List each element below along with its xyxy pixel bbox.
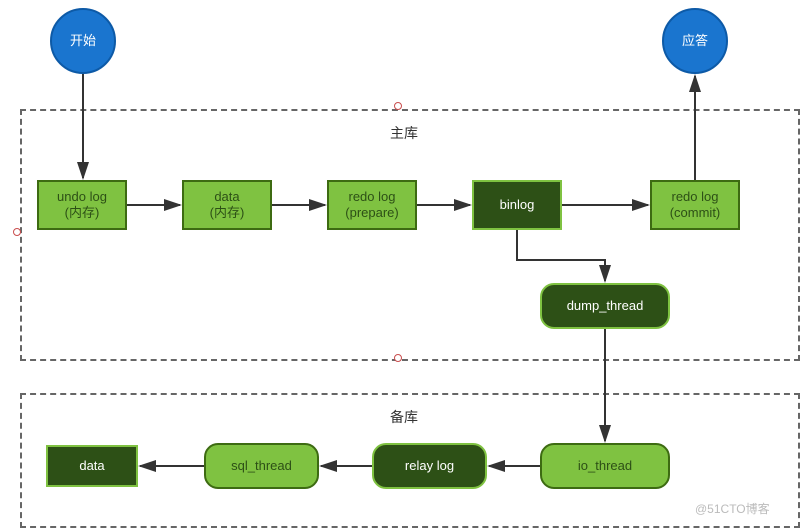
node-relay: relay log [372,443,487,489]
node-undo: undo log (内存) [37,180,127,230]
node-sql: sql_thread [204,443,319,489]
region-master [20,109,800,361]
node-data1: data (内存) [182,180,272,230]
diagram-canvas: 主库备库 开始 应答 undo log (内存) data (内存) redo log (… [0,0,806,529]
node-start: 开始 [50,8,116,74]
node-binlog: binlog [472,180,562,230]
node-dump: dump_thread [540,283,670,329]
region-label-master: 主库 [390,123,418,143]
node-ack: 应答 [662,8,728,74]
node-redo_prep: redo log (prepare) [327,180,417,230]
watermark: @51CTO博客 [695,500,770,517]
node-io: io_thread [540,443,670,489]
port-2 [13,228,21,236]
node-redo_commit: redo log (commit) [650,180,740,230]
region-label-slave: 备库 [390,407,418,427]
node-data2: data [46,445,138,487]
port-1 [394,354,402,362]
port-0 [394,102,402,110]
